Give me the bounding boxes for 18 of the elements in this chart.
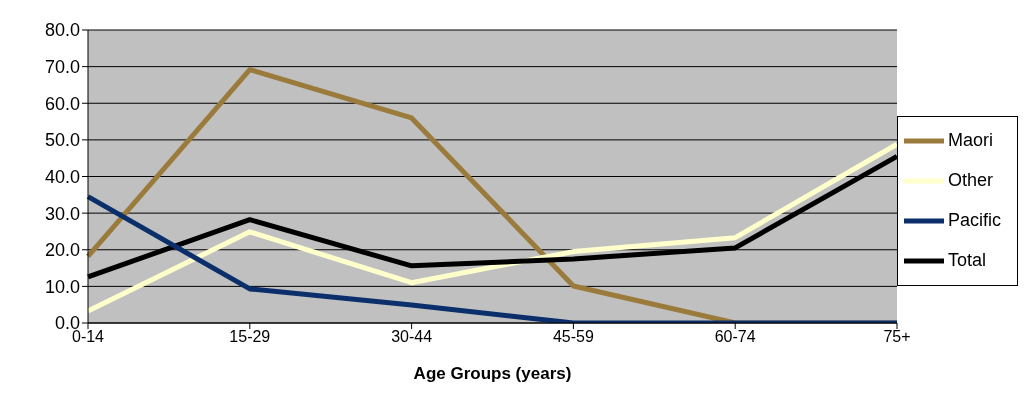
x-tick-label: 60-74 [714, 328, 756, 346]
x-tick-label: 45-59 [552, 328, 594, 346]
y-tick-label: 40.0 [44, 166, 80, 187]
y-tick-label: 80.0 [44, 20, 80, 41]
y-tick-label: 50.0 [44, 130, 80, 151]
x-tick-label: 15-29 [229, 328, 271, 346]
legend-label: Maori [947, 129, 993, 150]
legend-label: Pacific [947, 209, 1001, 230]
y-tick-label: 30.0 [44, 203, 80, 224]
y-tick-label: 70.0 [44, 57, 80, 78]
legend-label: Total [947, 249, 987, 270]
x-tick-label: 30-44 [391, 328, 433, 346]
y-tick-label: 20.0 [44, 240, 80, 261]
legend-label: Other [947, 169, 994, 190]
x-axis-title: Age Groups (years) [413, 364, 572, 383]
y-tick-label: 10.0 [44, 276, 80, 297]
y-tick-label: 60.0 [44, 93, 80, 114]
x-tick-label: 75+ [883, 328, 911, 346]
